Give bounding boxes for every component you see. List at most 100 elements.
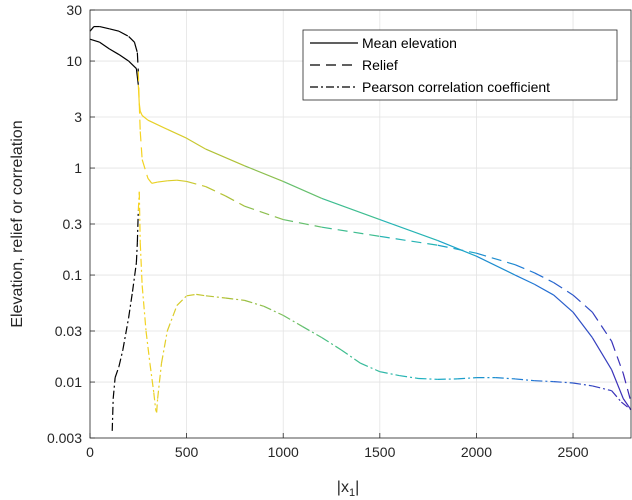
series-2-segment <box>112 377 116 399</box>
x-tick-label: 1500 <box>364 444 395 460</box>
series-1-segment <box>611 341 624 374</box>
series-0-segment <box>205 148 245 167</box>
series-2-segment <box>225 297 245 301</box>
y-axis-label: Elevation, relief or correlation <box>9 120 26 327</box>
series-2-segment <box>244 299 265 307</box>
series-0-segment <box>109 48 120 56</box>
legend-box <box>302 29 618 101</box>
series-2-segment <box>418 377 438 380</box>
series-1-segment <box>151 181 158 184</box>
series-2-segment <box>457 377 477 380</box>
series-0-segment <box>591 337 613 371</box>
series-1-segment <box>591 311 613 342</box>
series-0-segment <box>99 41 110 50</box>
series-2-segment <box>611 390 622 403</box>
y-tick-label: 10 <box>66 53 82 69</box>
y-tick-label: 0.1 <box>63 267 83 283</box>
x-tick-label: 2500 <box>557 444 588 460</box>
series-1-segment <box>139 131 143 160</box>
series-2-segment <box>572 382 593 387</box>
series-2-segment <box>553 380 574 384</box>
series-2-segment <box>321 337 342 351</box>
series-2-segment <box>149 363 155 393</box>
series-1-segment <box>205 186 226 197</box>
y-tick-label: 0.01 <box>55 374 82 390</box>
y-tick-label: 3 <box>74 109 82 125</box>
x-tick-label: 0 <box>86 444 94 460</box>
series-1-segment <box>99 25 110 30</box>
series-0-segment <box>437 240 477 257</box>
series-2-segment <box>620 401 632 411</box>
series-2-segment <box>340 349 361 364</box>
series-2-segment <box>302 326 323 339</box>
series-2-segment <box>282 314 303 328</box>
series-1-segment <box>572 294 593 313</box>
series-2-segment <box>128 291 134 318</box>
series-1-segment <box>176 179 187 183</box>
series-1-segment <box>138 103 141 132</box>
x-tick-label: 1000 <box>268 444 299 460</box>
series-2-segment <box>135 242 138 263</box>
series-0-segment <box>534 283 555 296</box>
series-0-segment <box>572 311 593 339</box>
x-axis-label: |x1| <box>337 479 359 499</box>
series-1-segment <box>321 226 380 237</box>
series-1-segment <box>136 52 139 72</box>
series-2-segment <box>196 293 207 297</box>
series-2-segment <box>379 371 400 377</box>
y-tick-label: 30 <box>66 2 82 18</box>
series-2-segment <box>122 317 130 350</box>
series-0-segment <box>135 68 139 85</box>
series-2-segment <box>136 210 139 243</box>
legend-label-relief: Relief <box>362 57 398 73</box>
series-2-segment <box>399 374 419 380</box>
series-2-segment <box>145 330 151 364</box>
series-0-segment <box>89 38 100 43</box>
series-1-segment <box>133 42 138 53</box>
series-2-segment <box>515 378 535 382</box>
series-1-segment <box>157 180 168 183</box>
series-2-segment <box>137 191 140 211</box>
series-0-segment <box>622 398 632 411</box>
series-1-segment <box>514 264 535 274</box>
series-0-segment <box>476 255 516 276</box>
series-1-segment <box>244 205 284 221</box>
series-1-segment <box>167 179 177 182</box>
x-tick-label: 2000 <box>461 444 492 460</box>
series-1-segment <box>379 235 438 246</box>
series-0-segment <box>553 294 574 313</box>
series-2-segment <box>156 398 159 413</box>
series-2-segment <box>176 295 188 306</box>
series-2-segment <box>160 330 168 364</box>
series-1-segment <box>118 30 129 37</box>
series-2-segment <box>131 262 137 292</box>
ticks: 0 500 1000 1500 2000 2500 0.003 0.01 0.03 0.1 0.3 1… <box>47 2 589 460</box>
series-2-segment <box>166 305 178 332</box>
series-0-segment <box>282 180 323 199</box>
series-2-segment <box>111 398 114 431</box>
series-2-segment <box>534 380 554 383</box>
series-0-segment <box>379 219 438 242</box>
series-0-segment <box>147 119 168 130</box>
series-0-segment <box>118 54 129 62</box>
series-2-segment <box>114 366 120 378</box>
series-0-segment <box>611 369 624 399</box>
series-2-segment <box>139 242 143 286</box>
series-1-segment <box>476 252 516 266</box>
y-tick-label: 0.3 <box>63 216 83 232</box>
series-0-segment <box>128 60 137 70</box>
series-0-segment <box>141 115 149 121</box>
series-2-segment <box>263 305 284 316</box>
series-1-segment <box>622 373 632 403</box>
series-0-segment <box>167 128 187 139</box>
series-1-segment <box>534 272 554 284</box>
series-1-segment <box>141 159 149 179</box>
y-tick-label: 1 <box>74 160 82 176</box>
series-1-segment <box>89 26 95 32</box>
series-0-segment <box>244 165 284 182</box>
series-0-segment <box>139 110 143 116</box>
legend-label-mean-elevation: Mean elevation <box>362 35 457 51</box>
series-2-segment <box>118 349 124 367</box>
series-layer <box>89 25 632 431</box>
